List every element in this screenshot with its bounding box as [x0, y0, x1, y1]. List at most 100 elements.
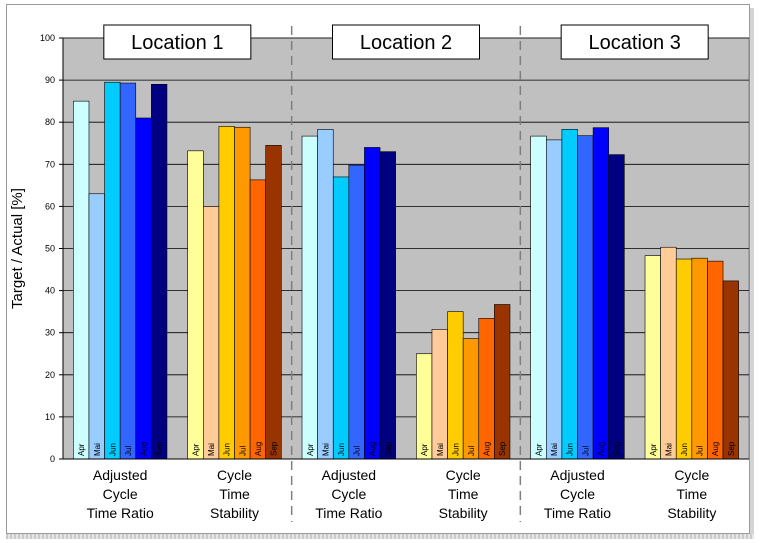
y-tick-label: 60 — [45, 201, 55, 211]
category-label-line: Time — [219, 486, 250, 502]
location-title: Location 3 — [589, 32, 681, 54]
bar-jul — [119, 82, 137, 460]
bar-jun — [218, 126, 235, 460]
category-label-line: Time Ratio — [544, 505, 611, 521]
bar-jun — [447, 311, 464, 460]
category-label-line: Time — [448, 486, 479, 502]
month-label: Apr — [192, 443, 201, 456]
month-label: Aug — [140, 442, 149, 456]
category-label-line: Time Ratio — [315, 505, 382, 521]
month-label: Mai — [664, 443, 673, 456]
axes — [59, 37, 749, 460]
category-label-line: Adjusted — [322, 467, 376, 483]
bar-aug — [707, 260, 724, 460]
y-tick-label: 80 — [45, 117, 55, 127]
month-label: Sep — [498, 441, 507, 456]
bar-mai — [545, 139, 563, 460]
month-label: Aug — [597, 442, 606, 456]
bar-aug — [135, 117, 152, 460]
bar-apr — [73, 100, 90, 460]
bar-mai — [203, 206, 220, 460]
location-title: Location 1 — [131, 32, 223, 54]
bar-apr — [530, 135, 547, 460]
bar-sep — [722, 280, 739, 460]
bar-jul — [348, 164, 365, 460]
bar-mai — [88, 193, 105, 460]
bar-apr — [187, 150, 204, 460]
month-label: Sep — [155, 441, 164, 456]
month-label: Mai — [93, 443, 102, 456]
location-title-box — [560, 24, 709, 60]
location-title: Location 2 — [360, 32, 452, 54]
month-label: Jun — [451, 443, 460, 456]
month-label: Jun — [680, 443, 689, 456]
category-label-line: Cycle — [674, 467, 709, 483]
bar-apr — [301, 135, 318, 460]
bar-sep — [494, 304, 511, 460]
location-labels: Location 1 Location 2 Location 3 — [103, 24, 709, 60]
bar-sep — [379, 151, 396, 460]
y-tick-label: 90 — [45, 75, 55, 85]
bar-jul — [691, 257, 708, 460]
category-label-line: Time — [677, 486, 708, 502]
bar-jun — [561, 129, 578, 460]
bar-aug — [592, 127, 609, 460]
month-label: Mai — [550, 443, 559, 456]
bar-apr — [416, 353, 433, 460]
category-label-line: Time Ratio — [87, 505, 154, 521]
y-tick-label: 100 — [40, 33, 55, 43]
month-label: Jun — [337, 443, 346, 456]
month-label: Apr — [306, 443, 315, 456]
y-tick-label: 30 — [45, 328, 55, 338]
bar-jul — [234, 126, 251, 460]
bar-aug — [478, 318, 495, 460]
month-label: Aug — [483, 442, 492, 456]
location-separators — [290, 26, 522, 522]
y-tick-labels: 0 10 20 30 40 50 60 70 80 90 100 — [40, 33, 55, 464]
month-label: Jul — [696, 446, 705, 456]
month-label: Sep — [270, 441, 279, 456]
category-label-line: Stability — [210, 505, 259, 521]
bar-sep — [608, 154, 625, 460]
month-label: Jun — [566, 443, 575, 456]
bar-jun — [675, 258, 693, 460]
month-label: Jun — [108, 443, 117, 456]
y-tick-label: 70 — [45, 159, 55, 169]
month-label: Jul — [124, 446, 133, 456]
y-tick-label: 20 — [45, 370, 55, 380]
frame-shadow-right — [750, 8, 754, 534]
month-label: Apr — [535, 443, 544, 456]
month-label: Apr — [649, 443, 658, 456]
month-label: Sep — [727, 441, 736, 456]
bar-aug — [364, 147, 381, 460]
month-label: Apr — [420, 443, 429, 456]
month-labels: Apr Mai Jun Jul Aug Sep Apr Mai Jun Jul Aug Sep Apr M… — [77, 441, 736, 456]
month-label: Mai — [321, 443, 330, 456]
bar-mai — [431, 329, 448, 460]
category-label-line: Cycle — [446, 467, 481, 483]
bar-jul — [462, 338, 480, 460]
bar-sep — [151, 84, 168, 460]
month-label: Jun — [223, 443, 232, 456]
month-label: Sep — [384, 441, 393, 456]
bar-jun — [104, 81, 121, 460]
y-axis-label: Target / Actual [%] — [9, 188, 26, 309]
month-label: Jul — [238, 446, 247, 456]
month-label: Apr — [77, 443, 86, 456]
month-label: Jul — [353, 446, 362, 456]
location-title-box — [332, 24, 480, 60]
category-labels: Adjusted Cycle Time Ratio Cycle Time Stabilit… — [87, 467, 717, 521]
category-label-line: Adjusted — [93, 467, 147, 483]
bars — [73, 81, 739, 460]
month-label: Jul — [581, 446, 590, 456]
month-label: Jul — [467, 446, 476, 456]
y-tick-label: 50 — [45, 244, 55, 254]
category-label-line: Cycle — [217, 467, 252, 483]
month-label: Mai — [436, 443, 445, 456]
bar-sep — [265, 145, 282, 460]
month-label: Mai — [207, 443, 216, 456]
category-label-line: Adjusted — [550, 467, 604, 483]
y-tick-label: 0 — [50, 454, 55, 464]
bar-apr — [644, 255, 661, 460]
